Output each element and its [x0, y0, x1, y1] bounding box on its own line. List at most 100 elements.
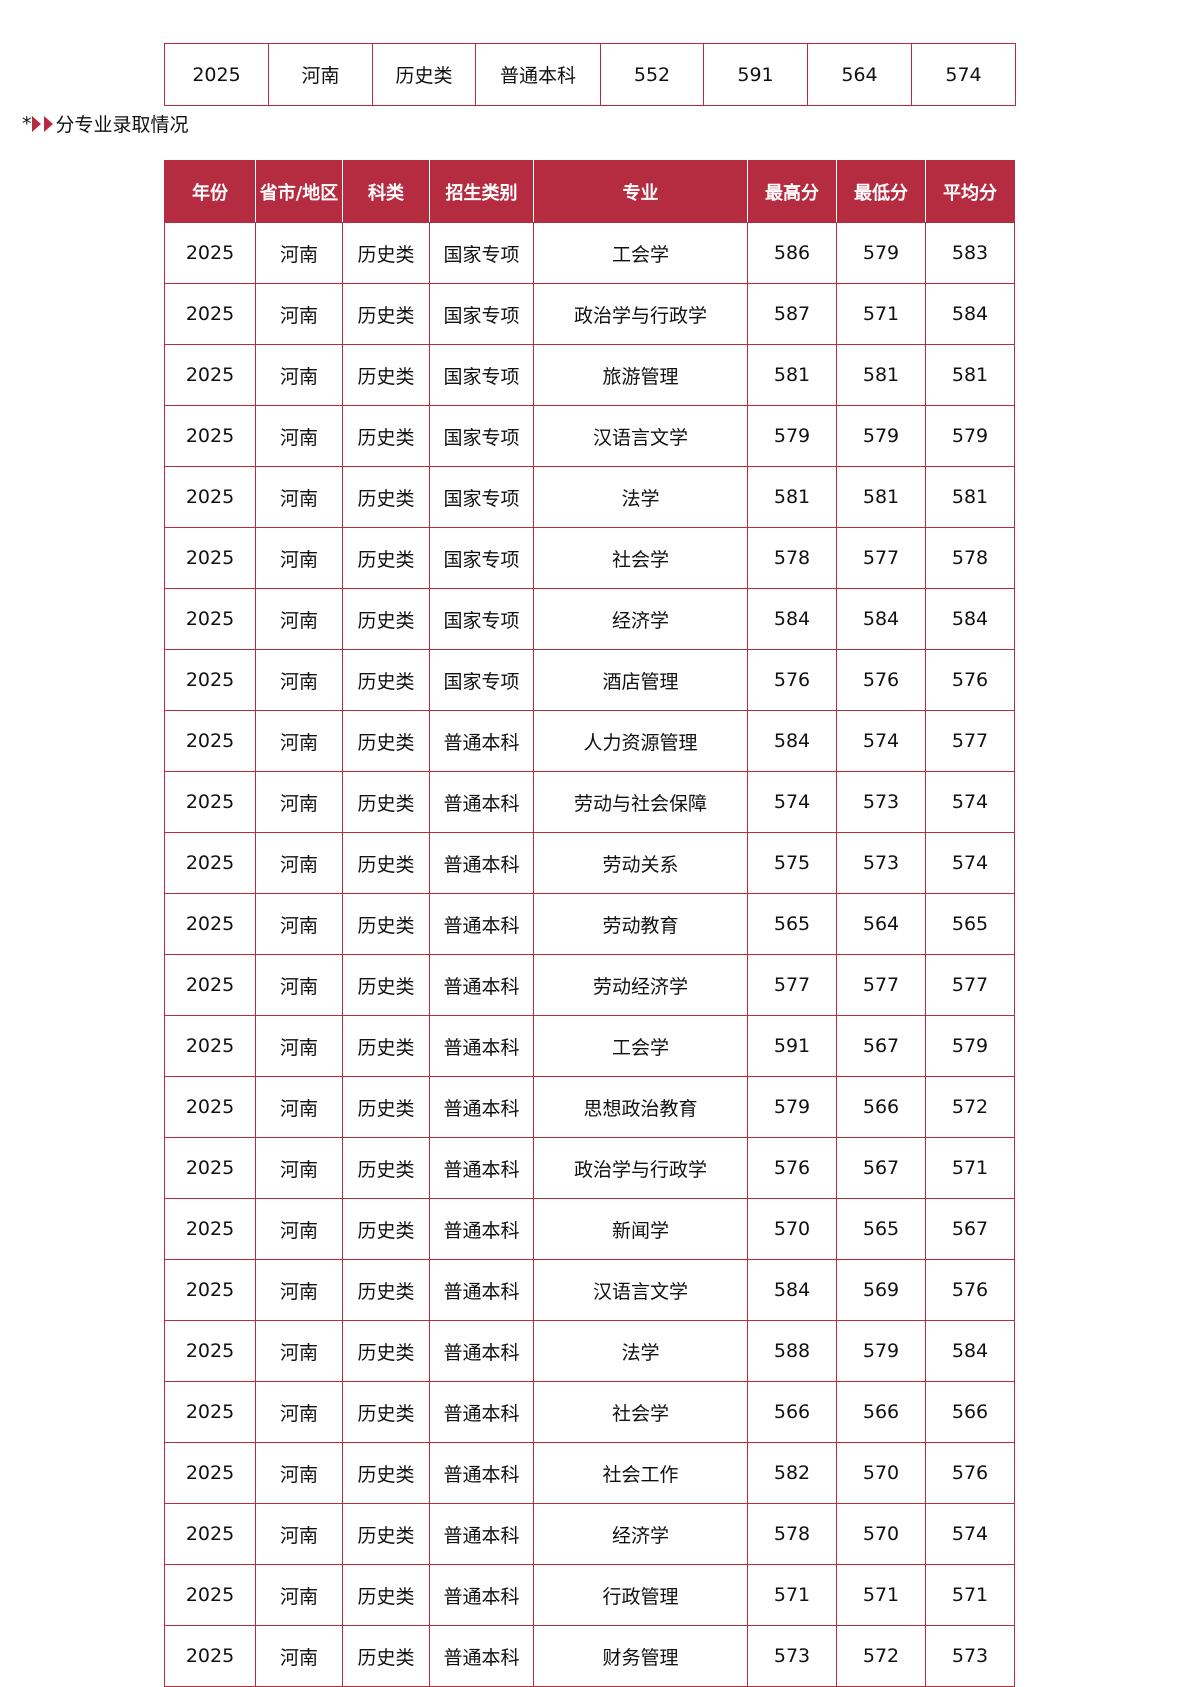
section-title: 分专业录取情况: [55, 114, 189, 136]
cell-max-score: 591: [747, 1015, 837, 1077]
cell-max-score: 577: [747, 954, 837, 1016]
cell-avg-score: 584: [925, 283, 1015, 345]
cell-province: 河南: [255, 1564, 343, 1626]
cell-max-score: 565: [747, 893, 837, 955]
cell-min-score: 572: [836, 1625, 926, 1687]
cell-major: 社会工作: [533, 1442, 748, 1504]
cell-province: 河南: [255, 1259, 343, 1321]
header-subject-type: 科类: [342, 160, 430, 223]
cell-max-score: 576: [747, 649, 837, 711]
cell-province: 河南: [255, 1076, 343, 1138]
cell-year: 2025: [164, 1381, 256, 1443]
cell-max-score: 574: [747, 771, 837, 833]
cell-avg-score: 577: [925, 710, 1015, 772]
cell-avg-score: 576: [925, 649, 1015, 711]
header-min-score: 最低分: [836, 160, 926, 223]
cell-subject-type: 历史类: [342, 771, 430, 833]
cell-min-score: 567: [836, 1015, 926, 1077]
cell-max-score: 576: [747, 1137, 837, 1199]
cell-avg-score: 584: [925, 1320, 1015, 1382]
table-row: 2025 河南 历史类 普通本科 法学 588 579 584: [164, 1320, 1015, 1382]
cell-major: 劳动经济学: [533, 954, 748, 1016]
cell-subject-type: 历史类: [342, 1076, 430, 1138]
cell-avg-score: 576: [925, 1442, 1015, 1504]
cell-province: 河南: [255, 222, 343, 284]
cell-avg-score: 577: [925, 954, 1015, 1016]
cell-subject-type: 历史类: [342, 588, 430, 650]
cell-year: 2025: [164, 893, 256, 955]
summary-row: 2025 河南 历史类 普通本科 552 591 564 574: [164, 43, 1016, 106]
cell-major: 经济学: [533, 588, 748, 650]
cell-major: 人力资源管理: [533, 710, 748, 772]
cell-avg-score: 583: [925, 222, 1015, 284]
cell-subject-type: 历史类: [342, 344, 430, 406]
cell-min-score: 570: [836, 1442, 926, 1504]
table-row: 2025 河南 历史类 普通本科 劳动教育 565 564 565: [164, 893, 1015, 955]
table-row: 2025 河南 历史类 普通本科 思想政治教育 579 566 572: [164, 1076, 1015, 1138]
table-row: 2025 河南 历史类 普通本科 社会工作 582 570 576: [164, 1442, 1015, 1504]
cell-min-score: 577: [836, 954, 926, 1016]
table-row: 2025 河南 历史类 普通本科 汉语言文学 584 569 576: [164, 1259, 1015, 1321]
header-avg-score: 平均分: [925, 160, 1015, 223]
cell-major: 法学: [533, 466, 748, 528]
cell-max-score: 578: [747, 527, 837, 589]
cell-major: 汉语言文学: [533, 1259, 748, 1321]
cell-max-score: 578: [747, 1503, 837, 1565]
cell-province: 河南: [255, 344, 343, 406]
cell-max-score: 582: [747, 1442, 837, 1504]
cell-avg-score: 573: [925, 1625, 1015, 1687]
cell-max-score: 581: [747, 344, 837, 406]
major-admission-table: 年份 省市/地区 科类 招生类别 专业 最高分 最低分 平均分 2025 河南 历史类 国家专项 工会…: [164, 160, 1015, 1687]
cell-avg-score: 571: [925, 1564, 1015, 1626]
table-row: 2025 河南 历史类 国家专项 旅游管理 581 581 581: [164, 344, 1015, 406]
table-row: 2025 河南 历史类 国家专项 社会学 578 577 578: [164, 527, 1015, 589]
cell-enroll-type: 国家专项: [429, 283, 534, 345]
cell-year: 2025: [164, 222, 256, 284]
cell-max-score: 587: [747, 283, 837, 345]
cell-max-score: 579: [747, 405, 837, 467]
table-row: 2025 河南 历史类 国家专项 工会学 586 579 583: [164, 222, 1015, 284]
cell-subject-type: 历史类: [342, 893, 430, 955]
header-max-score: 最高分: [747, 160, 837, 223]
cell-avg-score: 565: [925, 893, 1015, 955]
cell-min-score: 584: [836, 588, 926, 650]
cell-min-score: 581: [836, 344, 926, 406]
cell-year: 2025: [164, 1442, 256, 1504]
table-row: 2025 河南 历史类 普通本科 财务管理 573 572 573: [164, 1625, 1015, 1687]
cell-year: 2025: [164, 466, 256, 528]
cell-enroll-type: 国家专项: [429, 466, 534, 528]
cell-avg-score: 579: [925, 1015, 1015, 1077]
section-heading: * 分专业录取情况: [22, 110, 189, 137]
cell-province: 河南: [255, 1442, 343, 1504]
cell-major: 工会学: [533, 222, 748, 284]
cell-province: 河南: [255, 1198, 343, 1260]
cell-province: 河南: [255, 588, 343, 650]
table-row: 2025 河南 历史类 国家专项 汉语言文学 579 579 579: [164, 405, 1015, 467]
cell-min-score: 573: [836, 832, 926, 894]
cell-province: 河南: [255, 283, 343, 345]
cell-min-score: 569: [836, 1259, 926, 1321]
cell-subject-type: 历史类: [342, 405, 430, 467]
cell-major: 劳动与社会保障: [533, 771, 748, 833]
cell-enroll-type: 普通本科: [429, 1076, 534, 1138]
cell-enroll-type: 普通本科: [429, 1381, 534, 1443]
cell-max-score: 571: [747, 1564, 837, 1626]
cell-enroll-type: 国家专项: [429, 222, 534, 284]
cell-min-score: 570: [836, 1503, 926, 1565]
cell-province: 河南: [255, 1381, 343, 1443]
table-row: 2025 河南 历史类 普通本科 新闻学 570 565 567: [164, 1198, 1015, 1260]
summary-table: 2025 河南 历史类 普通本科 552 591 564 574: [164, 43, 1016, 106]
cell-subject-type: 历史类: [342, 527, 430, 589]
cell-year: 2025: [164, 1625, 256, 1687]
table-row: 2025 河南 历史类 国家专项 政治学与行政学 587 571 584: [164, 283, 1015, 345]
cell-subject-type: 历史类: [342, 954, 430, 1016]
cell-year: 2025: [164, 283, 256, 345]
cell-major: 工会学: [533, 1015, 748, 1077]
cell-major: 汉语言文学: [533, 405, 748, 467]
cell-avg-score: 566: [925, 1381, 1015, 1443]
cell-province: 河南: [255, 466, 343, 528]
triangle-right-icon: [43, 115, 53, 132]
cell-subject-type: 历史类: [342, 1137, 430, 1199]
cell-min-score: 573: [836, 771, 926, 833]
cell-avg-score: 581: [925, 344, 1015, 406]
